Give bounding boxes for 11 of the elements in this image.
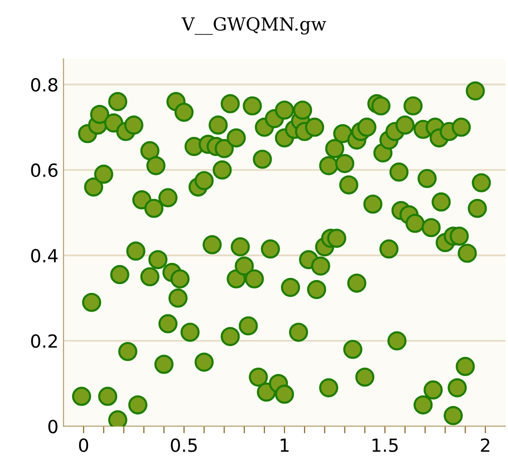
chart-title: V__GWQMN.gw	[181, 17, 326, 35]
x-tick-label: 0.5	[170, 438, 197, 452]
y-tick-label: 0.4	[31, 248, 58, 262]
y-tick-label: 0.6	[31, 163, 58, 178]
x-tick-label: 1	[280, 438, 289, 452]
y-tick-label: 0.8	[31, 78, 58, 92]
x-tick-label: 0	[79, 438, 88, 452]
x-tick-label: 1.5	[372, 438, 398, 452]
y-tick-label: 0.2	[31, 334, 57, 348]
x-tick-label: 2	[480, 438, 490, 452]
y-tick-label: 0	[48, 420, 58, 434]
